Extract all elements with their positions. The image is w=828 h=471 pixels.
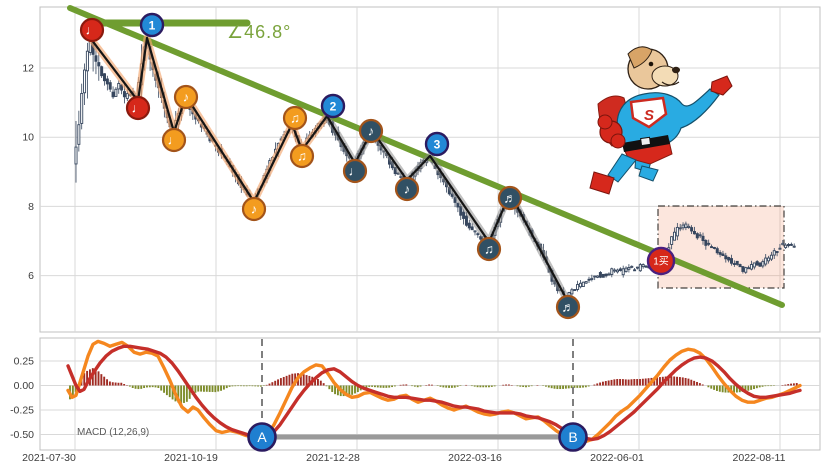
svg-text:A: A xyxy=(257,429,267,445)
date-axis-tick-label: 2022-08-11 xyxy=(733,452,786,464)
svg-text:♬: ♬ xyxy=(504,191,517,206)
music-note-marker: ♬ xyxy=(555,294,581,320)
svg-text:1: 1 xyxy=(149,18,156,32)
pivot-number-marker: 1 xyxy=(139,12,165,38)
zigzag-line xyxy=(91,36,567,299)
svg-text:♪: ♪ xyxy=(368,124,375,139)
macd-axis-tick-label: 0.25 xyxy=(14,356,35,368)
svg-text:♬: ♬ xyxy=(562,300,575,315)
price-axis-tick-label: 12 xyxy=(22,63,34,75)
macd-dea-line xyxy=(66,344,802,442)
pivot-number-marker: 2 xyxy=(320,93,346,119)
macd-axis-tick-label: -0.50 xyxy=(10,429,34,441)
dog-glove xyxy=(610,133,626,149)
highlight-region-box xyxy=(657,205,785,289)
dog-ear xyxy=(627,46,653,69)
svg-text:♩: ♩ xyxy=(349,164,362,179)
main-price-panel xyxy=(39,6,821,333)
date-axis-tick-label: 2022-03-16 xyxy=(448,452,502,464)
music-note-marker: ♩ xyxy=(342,158,368,184)
price-axis-tick-label: 6 xyxy=(28,270,34,282)
date-axis-tick-label: 2021-12-28 xyxy=(306,452,360,464)
price-axis-tick-label: 10 xyxy=(22,132,34,144)
svg-text:♫: ♫ xyxy=(297,149,307,164)
svg-text:♫: ♫ xyxy=(290,111,300,126)
music-note-marker: ♪ xyxy=(358,118,384,144)
date-axis-tick-label: 2022-06-01 xyxy=(590,452,644,464)
dog-boot xyxy=(589,171,615,195)
music-note-marker: ♩ xyxy=(125,95,151,121)
axis-labels: 12 10 8 6 0.25 0.00 -0.25 -0.50 2021-07-30 2021-1… xyxy=(10,63,786,465)
svg-text:♪: ♪ xyxy=(251,202,258,217)
macd-axis-tick-label: -0.25 xyxy=(10,405,34,417)
dog-glove xyxy=(597,114,613,130)
svg-text:♩: ♩ xyxy=(168,133,181,148)
music-note-marker: ♪ xyxy=(394,176,420,202)
music-note-marker: ♪ xyxy=(241,196,267,222)
svg-text:♪: ♪ xyxy=(183,90,190,105)
svg-text:♪: ♪ xyxy=(404,182,411,197)
angle-annotation-label: ∠46.8° xyxy=(227,22,292,42)
date-axis-tick-label: 2021-10-19 xyxy=(164,452,218,464)
music-note-marker: ♫ xyxy=(476,236,502,262)
price-axis-tick-label: 8 xyxy=(28,201,34,213)
pivot-number-marker: 3 xyxy=(424,131,450,157)
svg-text:♩: ♩ xyxy=(132,101,145,116)
svg-text:2: 2 xyxy=(330,99,337,113)
dog-snout xyxy=(651,65,679,87)
svg-text:♩: ♩ xyxy=(86,23,99,38)
date-axis-tick-label: 2021-07-30 xyxy=(22,452,76,464)
buy-signal-marker: 1买 xyxy=(646,246,676,276)
dog-chest-shield xyxy=(629,96,668,129)
macd-axis-tick-label: 0.00 xyxy=(14,380,35,392)
dog-shield-letter: S xyxy=(644,107,654,124)
svg-text:1买: 1买 xyxy=(653,256,669,268)
music-note-marker: ♬ xyxy=(497,185,523,211)
music-note-marker: ♫ xyxy=(289,143,315,169)
dog-eye xyxy=(648,61,654,67)
macd-point-A: A xyxy=(247,422,277,452)
svg-text:♫: ♫ xyxy=(484,242,494,257)
dog-mouth xyxy=(661,81,680,86)
dog-nose xyxy=(672,66,680,74)
macd-legend-label: MACD (12,26,9) xyxy=(77,427,150,438)
macd-point-B: B xyxy=(558,422,588,452)
dog-rear-foot xyxy=(638,165,659,182)
music-note-marker: ♩ xyxy=(79,17,105,43)
dog-belt-buckle xyxy=(640,136,652,147)
music-note-marker: ♪ xyxy=(173,84,199,110)
svg-text:B: B xyxy=(568,429,577,445)
dog-fist xyxy=(710,75,733,96)
svg-text:3: 3 xyxy=(434,137,441,151)
music-note-marker: ♫ xyxy=(282,105,308,131)
dog-front-leg xyxy=(607,153,637,183)
music-note-marker: ♩ xyxy=(161,127,187,153)
mascot-superhero-dog: S xyxy=(589,46,733,195)
